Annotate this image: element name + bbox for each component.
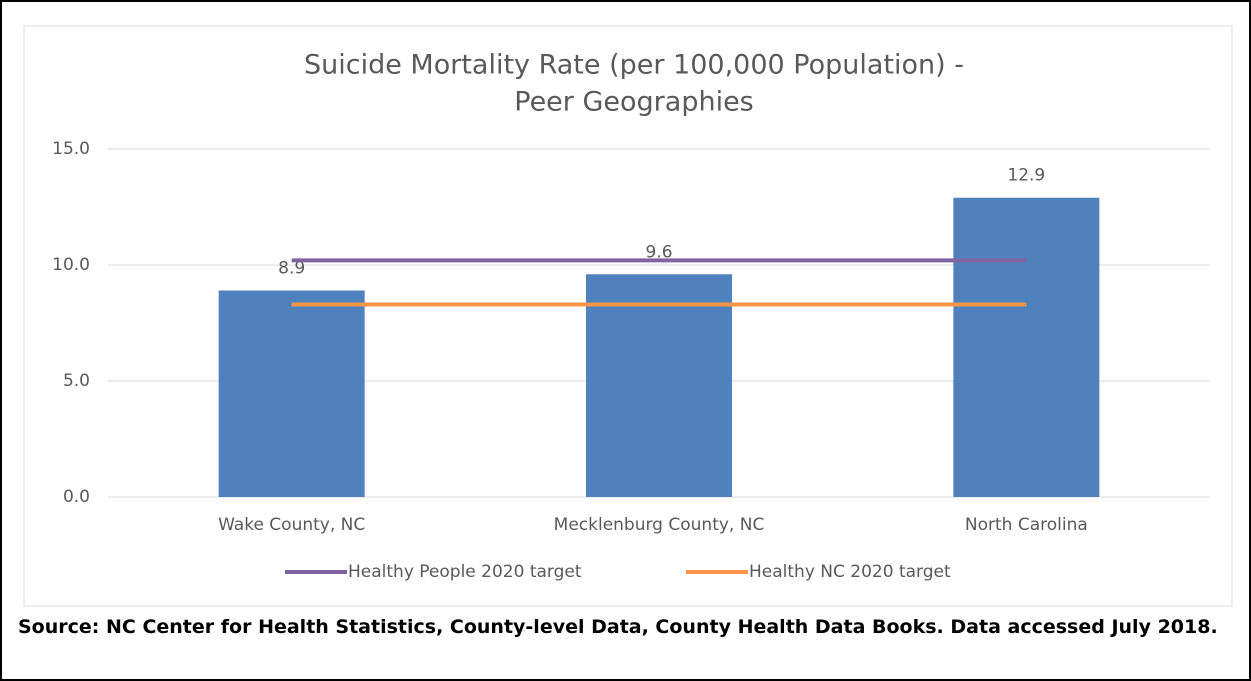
legend-label: Healthy People 2020 target — [348, 562, 582, 582]
data-label: 8.9 — [278, 259, 305, 279]
y-tick-label: 0.0 — [63, 487, 90, 507]
x-tick-label: Mecklenburg County, NC — [554, 515, 765, 535]
source-note: Source: NC Center for Health Statistics,… — [18, 616, 1218, 638]
legend-label: Healthy NC 2020 target — [749, 562, 951, 582]
y-tick-label: 15.0 — [52, 139, 90, 159]
x-tick-label: North Carolina — [965, 515, 1088, 535]
data-label: 9.6 — [645, 242, 672, 262]
bar — [218, 290, 365, 497]
data-label: 12.9 — [1007, 166, 1045, 186]
bar — [953, 197, 1100, 497]
chart-title: Peer Geographies — [514, 87, 754, 118]
chart-title: Suicide Mortality Rate (per 100,000 Popu… — [304, 50, 964, 81]
y-tick-label: 5.0 — [63, 371, 90, 391]
y-tick-label: 10.0 — [52, 255, 90, 275]
x-tick-label: Wake County, NC — [218, 515, 365, 535]
bar — [586, 274, 732, 497]
chart: Suicide Mortality Rate (per 100,000 Popu… — [23, 25, 1233, 607]
